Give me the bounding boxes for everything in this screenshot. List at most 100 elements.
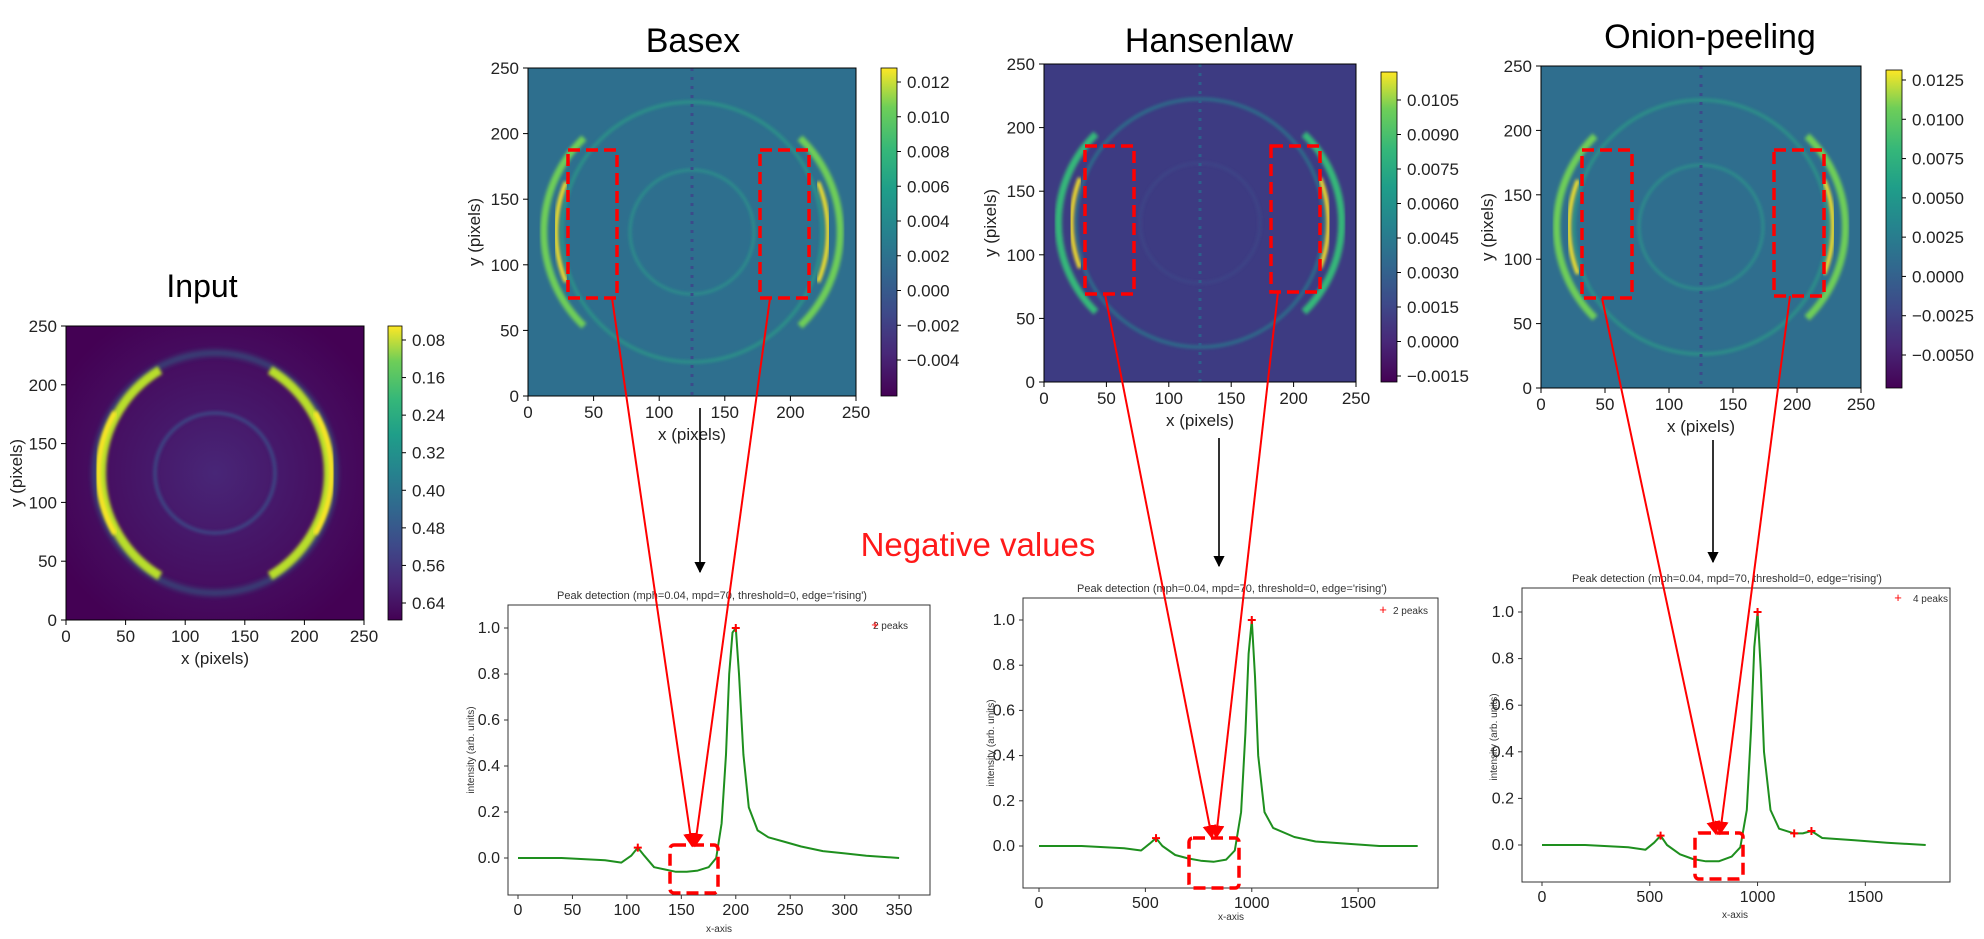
x-tick-label: 250 [842, 403, 870, 422]
x-tick-label: 50 [1596, 395, 1615, 414]
basex-peak-ylabel: intensity (arb. units) [466, 706, 477, 793]
x-tick-label: 0 [523, 403, 532, 422]
basex-peak-legend: 2 peaks [873, 621, 908, 632]
basex-left-highlight-box [566, 148, 619, 300]
intensity-curve [1542, 611, 1926, 863]
y-tick-label: 250 [491, 59, 519, 78]
onion-right-to-negative-arrow [1714, 295, 1791, 836]
hansenlaw-axis-ticks: 0 50 100 150 200 250 0 50 100 150 200 250 [1007, 55, 1371, 408]
y-tick-label: 100 [1007, 246, 1035, 265]
colorbar-tick-label: 0.24 [412, 406, 445, 425]
x-tick-label: 1500 [1340, 895, 1376, 912]
y-tick-label: 0.2 [993, 793, 1015, 810]
x-tick-label: 250 [777, 902, 804, 919]
y-tick-label: 0.0 [478, 850, 500, 867]
onion-peak-plot: Peak detection (mph=0.04, mpd=70, thresh… [1489, 573, 1951, 921]
peak-marker [1807, 827, 1816, 836]
hansenlaw-left-to-negative-arrow [1104, 293, 1217, 840]
x-tick-label: 200 [1783, 395, 1811, 414]
y-tick-label: 100 [491, 256, 519, 275]
x-tick-label: 150 [711, 403, 739, 422]
x-tick-label: 0 [1538, 889, 1547, 906]
x-tick-label: 100 [645, 403, 673, 422]
colorbar-tick-label: −0.0015 [1407, 367, 1469, 386]
peak-marker [731, 624, 740, 632]
hansenlaw-peak-frame [1022, 597, 1439, 889]
x-tick-label: 0 [514, 902, 523, 919]
x-tick-label: 1000 [1740, 889, 1776, 906]
colorbar-tick-label: −0.002 [907, 316, 959, 335]
x-tick-label: 250 [1342, 389, 1370, 408]
colorbar-tick-label: 0.08 [412, 331, 445, 350]
y-tick-label: 200 [491, 125, 519, 144]
colorbar-tick-label: 0.32 [412, 444, 445, 463]
onion-ylabel: y (pixels) [1478, 193, 1497, 261]
x-tick-label: 500 [1636, 889, 1663, 906]
onion-peak-frame [1521, 587, 1951, 883]
basex-ylabel: y (pixels) [465, 198, 484, 266]
y-tick-label: 250 [29, 317, 57, 336]
y-tick-label: 100 [1504, 250, 1532, 269]
colorbar-tick-label: 0.0000 [1407, 333, 1459, 352]
colorbar-tick-label: 0.012 [907, 73, 950, 92]
colorbar-tick-label: 0.0050 [1912, 189, 1964, 208]
x-tick-label: 150 [231, 627, 259, 646]
basex-image [528, 68, 856, 396]
intensity-curve [1039, 619, 1418, 863]
y-tick-label: 250 [1007, 55, 1035, 74]
colorbar-tick-label: 0.000 [907, 282, 950, 301]
basex-peak-marks: 0 50 100 150 200 250 300 350 0.0 0.2 0.4 0.6 0.8 1.0 [478, 620, 913, 919]
x-tick-label: 1000 [1234, 895, 1270, 912]
colorbar-tick-label: 0.0090 [1407, 126, 1459, 145]
hansenlaw-left-highlight-box [1083, 144, 1136, 296]
x-tick-label: 0 [1039, 389, 1048, 408]
x-tick-label: 200 [776, 403, 804, 422]
y-tick-label: 1.0 [478, 620, 500, 637]
peak-marker [1247, 616, 1256, 624]
x-tick-label: 350 [886, 902, 913, 919]
y-tick-label: 0.6 [993, 702, 1015, 719]
y-tick-label: 0 [1026, 373, 1035, 392]
onion-heatmap-panel: Onion-peeling 0 50 100 150 200 250 0 50 100 150 20… [1478, 18, 1974, 436]
onion-peak-title: Peak detection (mph=0.04, mpd=70, thresh… [1572, 573, 1882, 585]
basex-legend-marker-icon: + [871, 617, 879, 632]
colorbar-tick-label: 0.004 [907, 212, 950, 231]
onion-image [1541, 66, 1861, 388]
colorbar-tick-label: 0.008 [907, 143, 950, 162]
onion-colorbar [1885, 69, 1903, 389]
onion-peak-marks: 0 500 1000 1500 0.0 0.2 0.4 0.6 0.8 1.0 [1492, 604, 1926, 906]
colorbar-tick-label: 0.0015 [1407, 298, 1459, 317]
x-tick-label: 200 [290, 627, 318, 646]
x-tick-label: 100 [614, 902, 641, 919]
y-tick-label: 0.8 [993, 657, 1015, 674]
colorbar-tick-label: 0.0045 [1407, 229, 1459, 248]
x-tick-label: 50 [1097, 389, 1116, 408]
x-tick-label: 150 [1217, 389, 1245, 408]
y-tick-label: 0.4 [478, 758, 500, 775]
y-tick-label: 100 [29, 493, 57, 512]
hansenlaw-peak-ylabel: intensity (arb. units) [986, 699, 997, 786]
peak-marker [1753, 608, 1762, 616]
x-tick-label: 1500 [1848, 889, 1884, 906]
onion-xlabel: x (pixels) [1667, 417, 1735, 436]
colorbar-tick-label: 0.0105 [1407, 91, 1459, 110]
x-tick-label: 100 [1655, 395, 1683, 414]
colorbar-tick-label: 0.0075 [1912, 150, 1964, 169]
y-tick-label: 0.6 [1492, 697, 1514, 714]
colorbar-tick-label: 0.002 [907, 247, 950, 266]
y-tick-label: 1.0 [1492, 604, 1514, 621]
onion-legend-marker-icon: + [1894, 590, 1902, 605]
input-colorbar [387, 325, 403, 621]
x-tick-label: 0 [61, 627, 70, 646]
input-xlabel: x (pixels) [181, 649, 249, 668]
y-tick-label: 50 [1513, 315, 1532, 334]
hansenlaw-right-to-negative-arrow [1210, 291, 1279, 840]
y-tick-label: 50 [500, 321, 519, 340]
colorbar-tick-label: −0.0025 [1912, 307, 1974, 326]
y-tick-label: 0.0 [993, 838, 1015, 855]
y-tick-label: 200 [1007, 119, 1035, 138]
input-axis-ticks: 0 50 100 150 200 250 0 50 100 150 200 250 [29, 317, 379, 646]
y-tick-label: 1.0 [993, 612, 1015, 629]
x-tick-label: 150 [668, 902, 695, 919]
input-image [66, 326, 364, 620]
